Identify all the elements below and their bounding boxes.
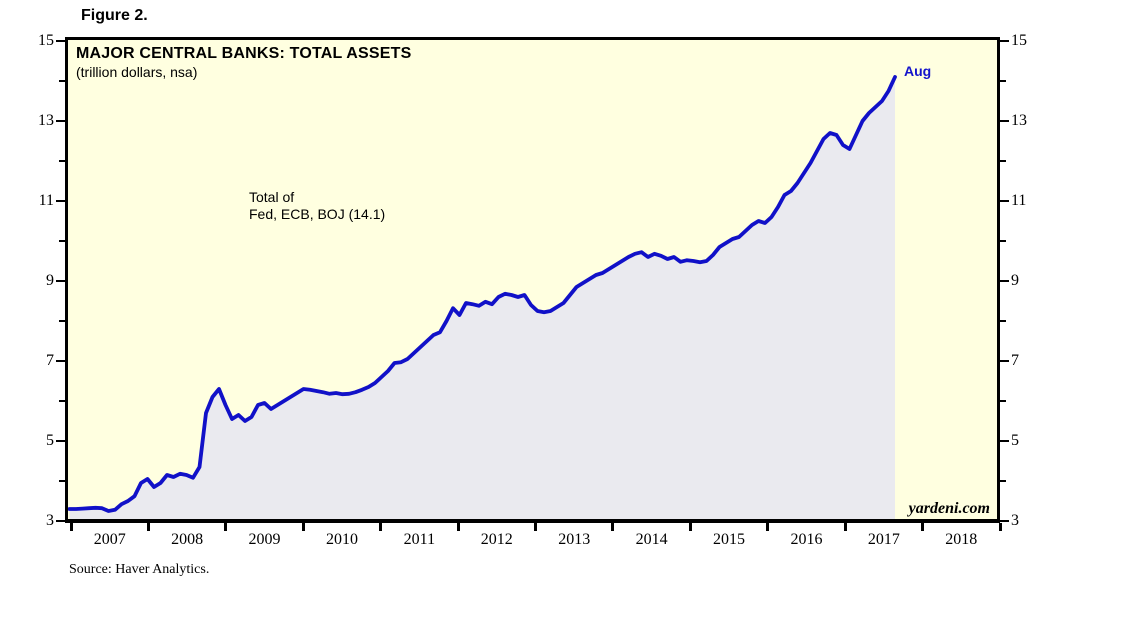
x-year-label: 2008 [171,531,204,548]
y-minor-tick-right [1000,240,1006,242]
y-tick-label-left: 3 [46,512,54,529]
area-series-chart [68,75,897,519]
chart-subtitle: (trillion dollars, nsa) [76,64,198,80]
plot-area: MAJOR CENTRAL BANKS: TOTAL ASSETS (trill… [65,37,1000,523]
y-minor-tick-right [1000,480,1006,482]
y-tick-label-right: 7 [1011,352,1019,369]
y-minor-tick-left [59,320,65,322]
x-year-label: 2009 [248,531,281,548]
y-major-tick-right [1000,40,1009,42]
series-annotation-line2: Fed, ECB, BOJ (14.1) [249,206,386,222]
y-tick-label-right: 15 [1011,32,1027,49]
x-year-tick [921,523,925,531]
y-minor-tick-left [59,80,65,82]
y-minor-tick-left [59,480,65,482]
y-major-tick-left [56,200,65,202]
series-annotation-line1: Total of [249,189,295,205]
y-major-tick-left [56,440,65,442]
series-line [68,75,897,513]
y-tick-label-left: 9 [46,272,54,289]
x-year-tick [688,523,692,531]
y-minor-tick-right [1000,160,1006,162]
x-year-tick [69,523,73,531]
y-minor-tick-left [59,160,65,162]
y-major-tick-right [1000,440,1009,442]
y-major-tick-left [56,360,65,362]
y-major-tick-right [1000,200,1009,202]
y-tick-label-right: 13 [1011,112,1027,129]
watermark: yardeni.com [908,500,990,517]
y-major-tick-right [1000,360,1009,362]
y-tick-label-right: 9 [1011,272,1019,289]
series-annotation: Total of Fed, ECB, BOJ (14.1) [249,189,385,223]
x-year-label: 2015 [713,531,746,548]
y-tick-label-left: 7 [46,352,54,369]
x-year-tick [379,523,383,531]
x-year-label: 2018 [945,531,978,548]
y-minor-tick-right [1000,320,1006,322]
x-year-label: 2017 [867,531,900,548]
y-major-tick-left [56,520,65,522]
y-tick-label-right: 11 [1011,192,1027,209]
y-minor-tick-left [59,240,65,242]
x-year-tick [766,523,770,531]
figure-label: Figure 2. [81,7,148,24]
area-fill [69,77,895,519]
y-minor-tick-right [1000,400,1006,402]
y-major-tick-left [56,40,65,42]
y-tick-label-left: 11 [38,192,54,209]
x-year-label: 2016 [790,531,823,548]
y-tick-label-left: 13 [38,112,54,129]
x-year-tick [146,523,150,531]
x-year-label: 2013 [558,531,591,548]
x-year-label: 2014 [635,531,668,548]
chart-title: MAJOR CENTRAL BANKS: TOTAL ASSETS [76,45,412,62]
y-major-tick-right [1000,120,1009,122]
y-major-tick-left [56,120,65,122]
x-year-tick [998,523,1002,531]
y-minor-tick-left [59,400,65,402]
source-note: Source: Haver Analytics. [69,562,210,577]
y-tick-label-right: 3 [1011,512,1019,529]
x-year-tick [843,523,847,531]
y-tick-label-left: 5 [46,432,54,449]
y-major-tick-left [56,280,65,282]
y-major-tick-right [1000,280,1009,282]
x-year-label: 2011 [403,531,436,548]
endpoint-label: Aug [904,63,932,79]
x-year-label: 2007 [93,531,126,548]
x-year-tick [456,523,460,531]
y-minor-tick-right [1000,80,1006,82]
y-tick-label-right: 5 [1011,432,1019,449]
y-major-tick-right [1000,520,1009,522]
y-tick-label-left: 15 [38,32,54,49]
x-year-tick [534,523,537,531]
x-year-tick [224,523,228,531]
x-year-label: 2012 [480,531,513,548]
plot-inner: MAJOR CENTRAL BANKS: TOTAL ASSETS (trill… [68,40,997,519]
x-year-label: 2010 [325,531,358,548]
x-year-tick [611,523,615,531]
x-year-tick [301,523,305,531]
